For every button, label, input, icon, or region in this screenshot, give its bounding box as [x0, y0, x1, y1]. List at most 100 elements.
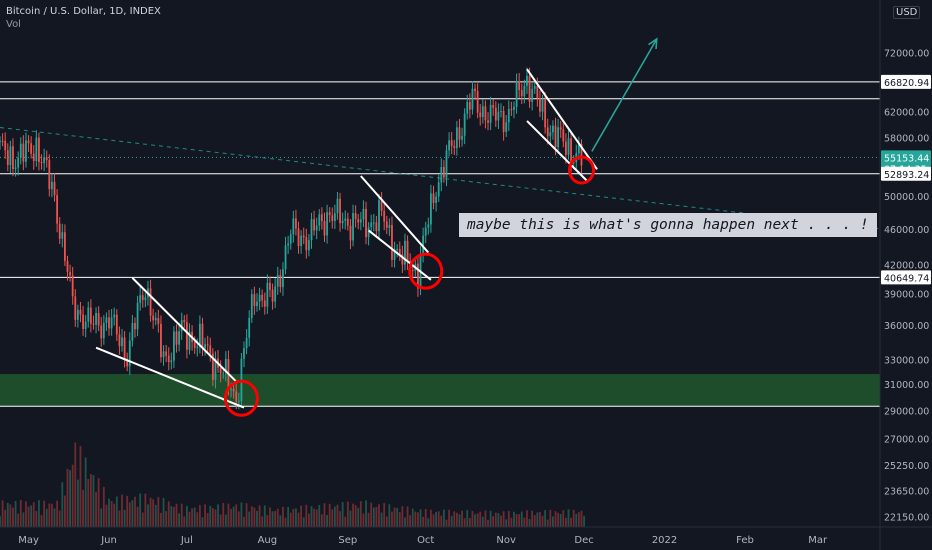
candle-body [533, 86, 536, 89]
volume-bar [118, 510, 121, 527]
candle-body [126, 358, 129, 367]
volume-bar [266, 515, 269, 527]
volume-bar [300, 505, 303, 527]
candle-body [53, 181, 56, 196]
volume-bar [147, 504, 149, 527]
volume-bar [1, 500, 4, 527]
volume-bar [173, 506, 175, 527]
volume-bar [541, 515, 544, 527]
candle-body [289, 234, 292, 244]
volume-bar [6, 502, 9, 527]
volume-bar [549, 509, 552, 527]
volume-bar [357, 507, 360, 527]
candle-body [105, 317, 108, 323]
candle-body [295, 218, 297, 229]
candle-body [310, 219, 313, 241]
volume-bar [583, 515, 585, 527]
volume-bar [69, 470, 71, 527]
volume-bar [494, 512, 497, 527]
volume-bar [274, 511, 277, 527]
volume-bar [409, 515, 412, 527]
candle-body [518, 81, 521, 91]
volume-bar [430, 509, 432, 527]
volume-bar [393, 507, 396, 527]
candle-body [344, 218, 347, 221]
candle-body [263, 300, 266, 307]
volume-bar [458, 514, 461, 527]
candle-body [391, 225, 393, 260]
candle-body [113, 314, 116, 318]
candle-body [27, 140, 30, 144]
candle-body [318, 214, 321, 226]
candle-body [162, 351, 165, 358]
volume-bar [308, 513, 310, 527]
volume-bar [305, 504, 308, 527]
volume-bar [476, 513, 479, 527]
candle-body [404, 240, 406, 265]
volume-bar [333, 506, 336, 527]
volume-bar [427, 518, 430, 527]
candle-body [481, 106, 484, 118]
currency-badge[interactable]: USD [893, 6, 921, 19]
price-tick-label: 31000.00 [884, 380, 929, 391]
time-tick-label: Dec [574, 535, 593, 546]
volume-bar [295, 508, 297, 527]
candle-body [401, 254, 404, 265]
volume-bar [204, 504, 206, 527]
volume-bar [435, 512, 438, 527]
volume-bar [497, 513, 500, 527]
candle-body [300, 235, 303, 247]
volume-bar [95, 492, 97, 527]
volume-bar [432, 514, 435, 527]
volume-bar [102, 486, 105, 527]
volume-bar [188, 511, 191, 527]
volume-bar [492, 516, 495, 527]
volume-bar [126, 495, 129, 527]
volume-bar [217, 504, 219, 527]
volume-bar [557, 512, 560, 527]
candle-body [45, 157, 48, 161]
candle-body [149, 288, 152, 316]
candle-body [346, 218, 349, 226]
candle-body [9, 146, 12, 165]
volume-bar [224, 514, 227, 527]
candle-body [484, 106, 487, 121]
volume-bar [437, 511, 440, 527]
volume-bar [121, 494, 123, 527]
volume-bar [243, 516, 245, 527]
volume-bar [84, 457, 87, 527]
candle-body [388, 225, 391, 228]
volume-bar [398, 512, 401, 527]
volume-bar [344, 516, 347, 527]
volume-bar [359, 501, 362, 527]
candle-body [139, 295, 142, 303]
volume-bar [248, 511, 251, 527]
candle-body [544, 99, 547, 128]
candle-body [398, 249, 401, 255]
candle-body [276, 274, 279, 287]
price-tick-label: 27000.00 [884, 434, 929, 445]
candle-body [365, 208, 367, 238]
volume-bar [528, 519, 531, 527]
volume-bar [219, 514, 222, 527]
candle-body [266, 282, 269, 307]
price-tick-label: 42000.00 [884, 261, 929, 272]
candle-body [170, 360, 173, 363]
candle-body [308, 240, 310, 251]
candle-body [302, 235, 305, 238]
volume-bar [165, 510, 168, 527]
candle-body [74, 296, 77, 320]
volume-bar [157, 497, 160, 527]
candle-body [131, 323, 134, 341]
candle-body [455, 127, 458, 148]
candle-body [128, 340, 131, 367]
volume-bar [339, 511, 341, 527]
candle-body [253, 294, 256, 307]
volume-bar [48, 503, 51, 527]
price-tick-label: 62000.00 [884, 107, 929, 118]
volume-bar [461, 510, 463, 527]
volume-bar [487, 519, 489, 527]
candle-body [372, 222, 375, 224]
volume-bar [12, 507, 14, 527]
